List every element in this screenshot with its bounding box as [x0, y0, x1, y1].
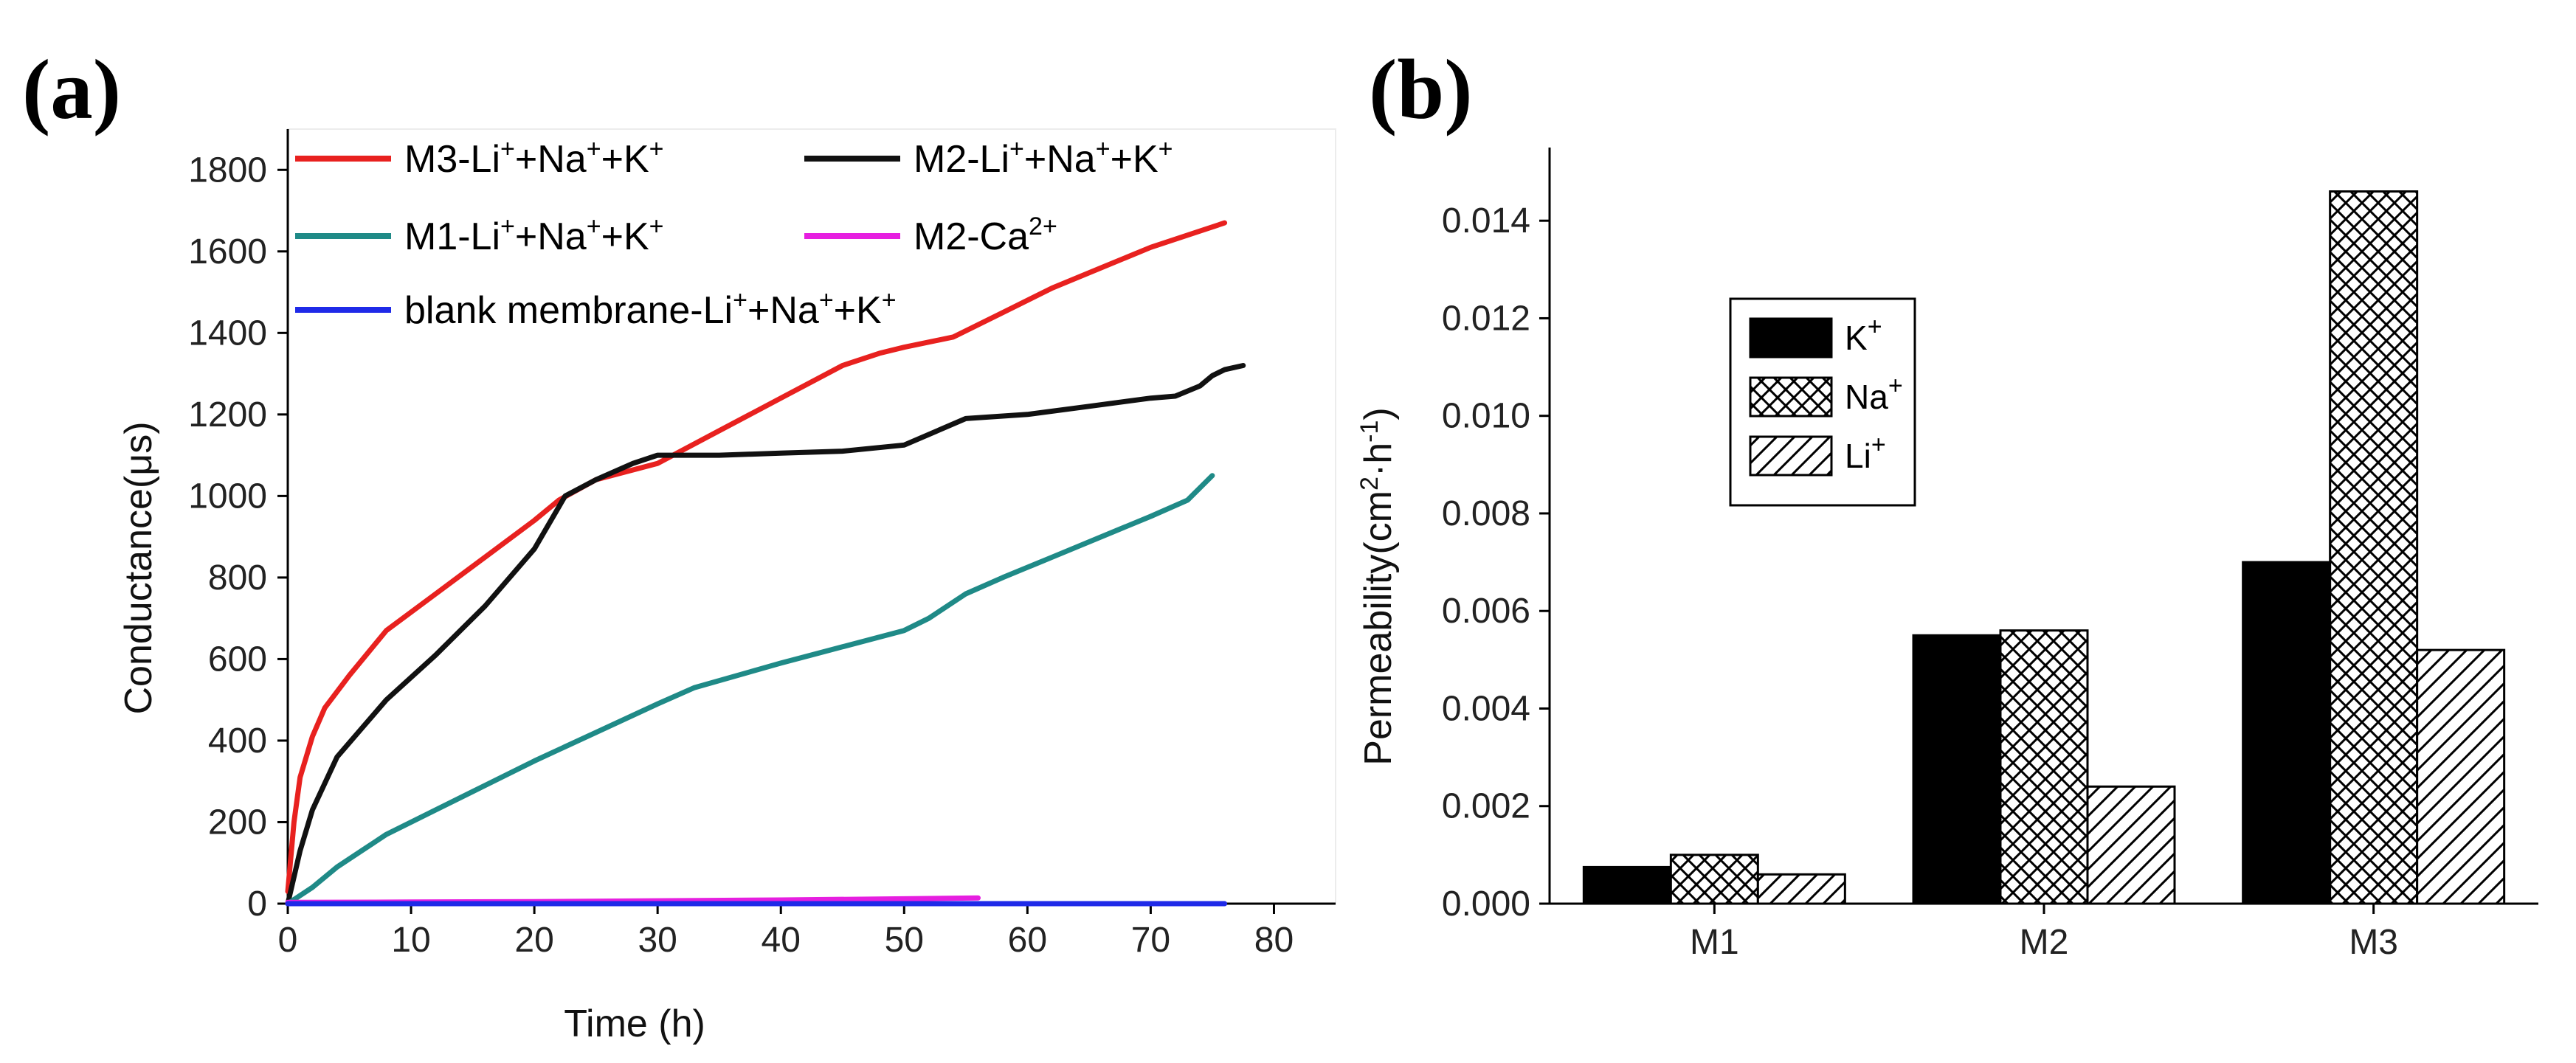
y-tick-label-a: 600: [208, 640, 267, 679]
x-tick-label-a: 80: [1254, 921, 1294, 960]
x-tick-label-b: M2: [2020, 923, 2069, 962]
y-tick-label-b: 0.014: [1442, 201, 1530, 240]
series-line-3: [285, 473, 1215, 907]
y-tick-label-b: 0.000: [1442, 884, 1530, 924]
x-tick-label-a: 30: [638, 921, 677, 960]
legend-label-b-K: K+: [1845, 313, 1882, 357]
bar-M3-K: [2242, 561, 2332, 905]
plot-a-frame: [287, 128, 1336, 904]
bars-b: [1582, 190, 2506, 905]
series-line-1: [285, 220, 1228, 894]
x-tick-label-a: 20: [514, 921, 553, 960]
bar-M3-Li: [2416, 648, 2506, 905]
y-axis-title-a: Conductance(μs): [117, 421, 160, 714]
y-tick-label-b: 0.002: [1442, 787, 1530, 826]
legend-label-a-5: blank membrane-Li++Na++K+: [404, 286, 897, 332]
x-tick-label-a: 40: [762, 921, 801, 960]
x-tick-label-a: 50: [885, 921, 924, 960]
y-tick-label-a: 800: [208, 558, 267, 598]
legend-label-a-3: M1-Li++Na++K+: [404, 212, 664, 258]
bar-M2-K: [1912, 634, 2002, 905]
legend-label-a-2: M2-Li++Na++K+: [914, 135, 1173, 181]
y-tick-label-b: 0.004: [1442, 689, 1530, 728]
x-tick-label-a: 70: [1131, 921, 1170, 960]
y-tick-label-b: 0.008: [1442, 494, 1530, 533]
bar-M1-Na: [1669, 853, 1759, 905]
x-tick-label-a: 10: [391, 921, 430, 960]
bar-M1-K: [1582, 865, 1672, 905]
panel-b: (b) 0.000 0.002 0.004 0.006 0.008 0.010 0.012 0…: [1356, 43, 2538, 962]
panel-a: (a) 0 10 20 30 40 50 60 70 800200400600800100012…: [22, 43, 1336, 1045]
series-lines-a: [285, 220, 1246, 907]
y-tick-label-a: 1400: [188, 314, 267, 353]
legend-label-b-Li: Li+: [1845, 431, 1886, 475]
legend-swatch-b-K: [1749, 317, 1833, 359]
y-tick-label-b: 0.012: [1442, 299, 1530, 338]
x-tick-label-b: M3: [2349, 923, 2398, 962]
y-tick-label-a: 1200: [188, 395, 267, 434]
y-tick-label-a: 0: [247, 884, 267, 924]
y-tick-label-a: 400: [208, 721, 267, 761]
legend-label-a-1: M3-Li++Na++K+: [404, 135, 664, 181]
bar-M2-Na: [1999, 629, 2089, 905]
x-tick-label-a: 60: [1008, 921, 1047, 960]
legend-swatch-b-Li: [1749, 435, 1833, 477]
bar-M3-Na: [2329, 190, 2419, 905]
x-tick-label-b: M1: [1690, 923, 1739, 962]
legend-label-b-Na: Na+: [1845, 372, 1903, 416]
y-tick-label-a: 1000: [188, 477, 267, 516]
legend-b: K+ Na+ Li+: [1729, 297, 1916, 507]
bar-M2-Li: [2086, 785, 2176, 905]
y-tick-label-a: 200: [208, 803, 267, 842]
legend-a: M3-Li++Na++K+ M2-Li++Na++K+ M1-Li++Na++K+ M…: [295, 135, 1173, 332]
y-tick-label-b: 0.006: [1442, 592, 1530, 631]
x-axis-title-a: Time (h): [564, 1003, 705, 1045]
bar-M1-Li: [1756, 873, 1846, 905]
panel-label-b: (b): [1369, 43, 1473, 136]
x-tick-label-a: 0: [278, 921, 298, 960]
series-line-2: [285, 363, 1246, 907]
legend-label-a-4: M2-Ca2+: [914, 212, 1057, 258]
y-tick-label-a: 1600: [188, 232, 267, 271]
y-tick-label-b: 0.010: [1442, 397, 1530, 436]
panel-label-a: (a): [22, 43, 121, 136]
y-axis-title-b: Permeability(cm2·h-1): [1356, 407, 1400, 765]
y-tick-label-a: 1800: [188, 150, 267, 190]
legend-swatch-b-Na: [1749, 376, 1833, 418]
